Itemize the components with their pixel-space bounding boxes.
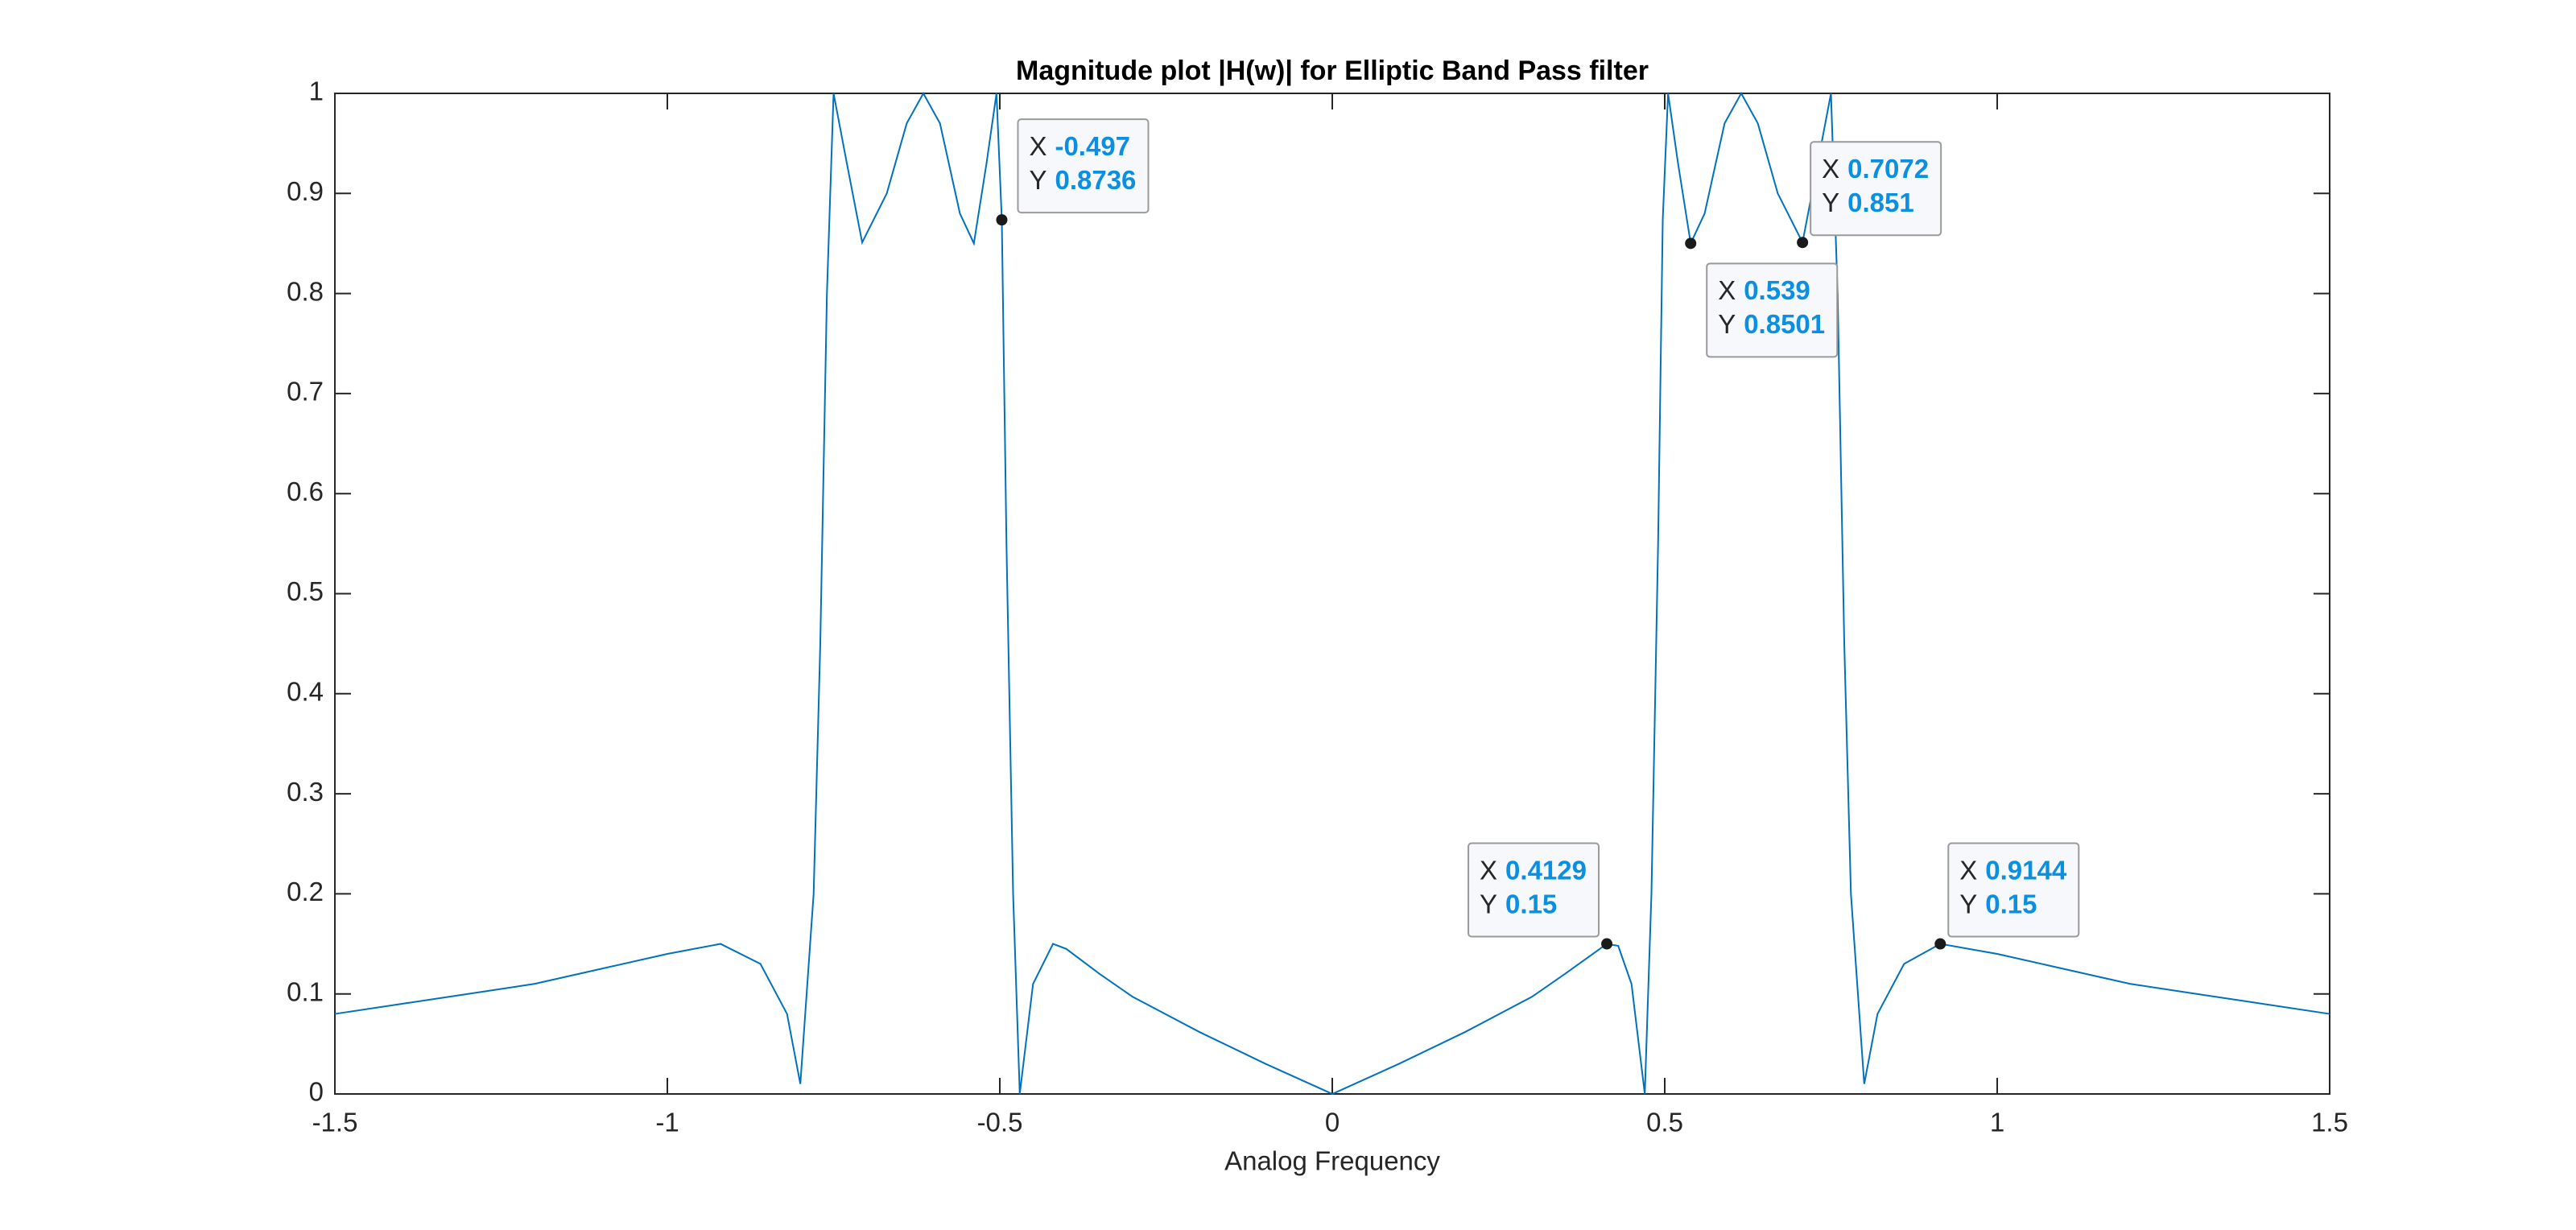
datatip-y-value: 0.851 — [1847, 188, 1914, 217]
datatip-marker — [1601, 938, 1613, 950]
datatip-y-prefix: Y — [1822, 188, 1839, 217]
plot-area — [334, 93, 2330, 1095]
datatip-y-value: 0.15 — [1505, 889, 1557, 918]
datatip-box — [1017, 118, 1150, 214]
datatip-x-value: -0.497 — [1055, 131, 1130, 161]
datatip-y-prefix: Y — [1029, 165, 1046, 195]
datatip-y-prefix: Y — [1480, 889, 1497, 918]
datatip-x-prefix: X — [1029, 131, 1046, 161]
datatip-x-value: 0.9144 — [1985, 855, 2067, 885]
datatip-x-prefix: X — [1822, 154, 1839, 184]
data-line — [334, 91, 2330, 1096]
datatip-marker — [996, 214, 1008, 226]
datatip-y-prefix: Y — [1718, 309, 1736, 339]
y-tick-label: 0.6 — [287, 477, 324, 506]
datatip-x-value: 0.539 — [1744, 275, 1810, 305]
y-tick-label: 1 — [309, 76, 324, 106]
y-tick-label: 0.7 — [287, 377, 324, 407]
datatip-x-prefix: X — [1959, 855, 1977, 885]
datatip-marker — [1934, 938, 1946, 950]
datatip-x-value: 0.4129 — [1505, 855, 1587, 885]
datatip-box — [1947, 842, 2080, 938]
datatip-x-prefix: X — [1480, 855, 1497, 885]
y-tick-label: 0.3 — [287, 777, 324, 807]
datatip-x-value: 0.7072 — [1847, 154, 1929, 184]
x-tick-label: -1 — [655, 1108, 679, 1137]
y-tick-label: 0.2 — [287, 877, 324, 906]
datatip-marker — [1685, 237, 1697, 250]
y-tick-label: 0.9 — [287, 176, 324, 206]
x-tick-label: 0 — [1325, 1108, 1340, 1137]
x-tick-label: 1 — [1990, 1108, 2004, 1137]
datatip-marker — [1797, 237, 1809, 249]
datatip-x-prefix: X — [1718, 275, 1736, 305]
datatip-y-value: 0.8736 — [1055, 165, 1136, 195]
chart-title: Magnitude plot |H(w)| for Elliptic Band … — [1016, 56, 1649, 86]
datatip-y-prefix: Y — [1959, 889, 1977, 918]
x-tick-label: -1.5 — [312, 1108, 358, 1137]
x-tick-label: 0.5 — [1646, 1108, 1683, 1137]
datatip-y-value: 0.8501 — [1744, 309, 1825, 339]
x-axis-label: Analog Frequency — [1224, 1146, 1440, 1176]
y-tick-label: 0.4 — [287, 677, 324, 707]
datatip-y-value: 0.15 — [1985, 889, 2037, 918]
y-tick-label: 0.5 — [287, 576, 324, 606]
datatip-box — [1706, 262, 1839, 358]
x-tick-label: -0.5 — [977, 1108, 1023, 1137]
y-tick-label: 0 — [309, 1077, 324, 1107]
y-tick-label: 0.1 — [287, 976, 324, 1006]
datatip-box — [1810, 141, 1942, 237]
datatip-box — [1468, 842, 1600, 938]
x-tick-label: 1.5 — [2311, 1108, 2348, 1137]
y-tick-label: 0.8 — [287, 276, 324, 306]
